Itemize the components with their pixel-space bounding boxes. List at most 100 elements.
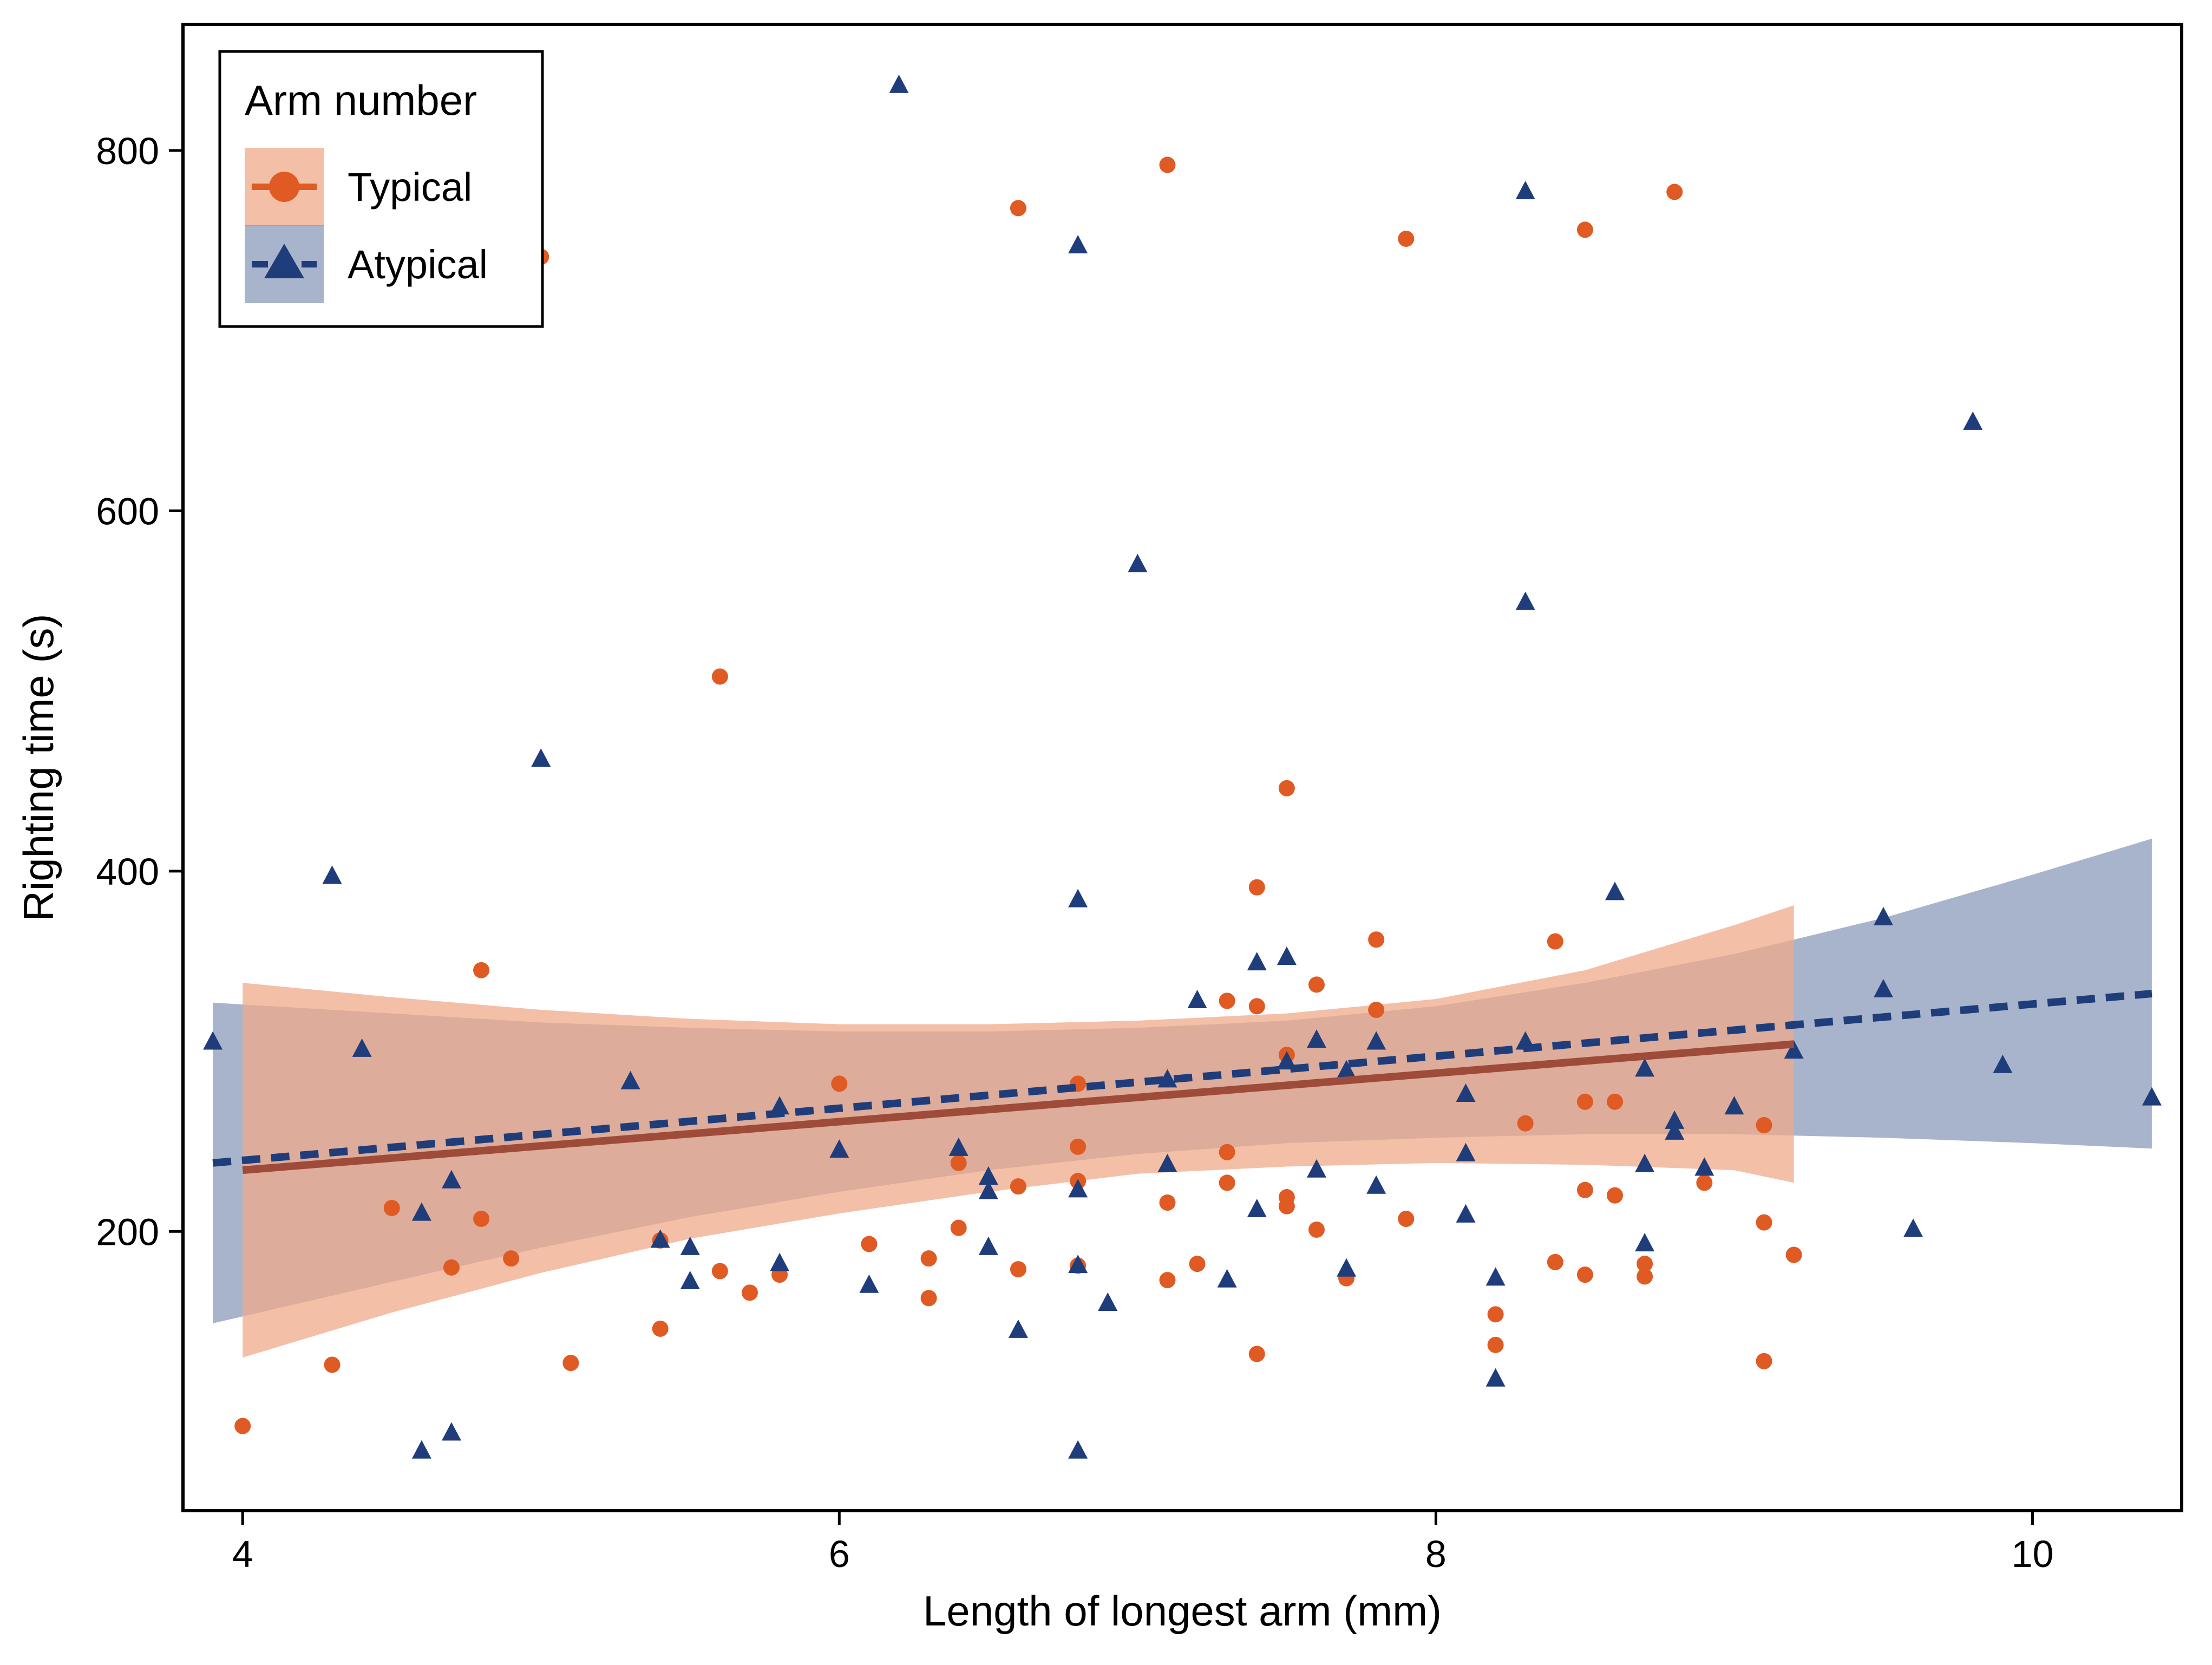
- point-atypical: [1068, 1179, 1088, 1198]
- point-atypical: [322, 865, 342, 884]
- point-atypical: [1277, 946, 1297, 965]
- point-atypical: [1306, 1159, 1326, 1178]
- point-atypical: [1247, 952, 1267, 971]
- point-atypical: [352, 1038, 372, 1057]
- point-atypical: [1456, 1142, 1476, 1161]
- point-typical: [383, 1200, 400, 1217]
- point-atypical: [948, 1137, 968, 1156]
- x-axis-label: Length of longest arm (mm): [923, 1587, 1442, 1635]
- data-points: [203, 74, 2162, 1459]
- point-atypical: [1337, 1060, 1357, 1079]
- point-atypical: [1068, 1255, 1088, 1274]
- point-typical: [1219, 1174, 1235, 1191]
- point-typical: [1308, 1221, 1325, 1238]
- y-tick-label: 800: [96, 130, 159, 172]
- point-typical: [1010, 200, 1026, 217]
- point-atypical: [441, 1170, 461, 1189]
- point-typical: [950, 1154, 967, 1171]
- legend-marker-typical: [269, 172, 299, 202]
- point-typical: [1576, 221, 1593, 238]
- legend-key-typical: [245, 148, 324, 226]
- point-typical: [1248, 998, 1265, 1015]
- point-atypical: [770, 1096, 790, 1115]
- point-typical: [473, 1210, 490, 1227]
- point-typical: [1547, 1253, 1563, 1270]
- point-atypical: [1635, 1058, 1655, 1077]
- point-atypical: [1515, 591, 1535, 610]
- point-atypical: [1157, 1153, 1177, 1172]
- point-atypical: [441, 1422, 461, 1441]
- legend-label-atypical: Atypical: [348, 242, 488, 287]
- point-atypical: [411, 1440, 431, 1459]
- fit-line-atypical: [212, 990, 2152, 1167]
- point-typical: [1637, 1256, 1653, 1272]
- y-tick-label: 400: [96, 851, 159, 893]
- point-atypical: [1306, 1029, 1326, 1048]
- point-atypical: [1993, 1054, 2013, 1073]
- legend-label-typical: Typical: [348, 165, 472, 210]
- point-typical: [652, 1320, 669, 1337]
- point-atypical: [1485, 1267, 1506, 1286]
- point-typical: [1398, 1210, 1415, 1227]
- point-atypical: [1665, 1110, 1685, 1129]
- point-typical: [1756, 1116, 1772, 1133]
- point-typical: [1487, 1336, 1504, 1353]
- point-typical: [1517, 1115, 1534, 1132]
- point-atypical: [1635, 1153, 1655, 1172]
- point-atypical: [1515, 181, 1535, 200]
- point-atypical: [1098, 1292, 1118, 1311]
- x-tick-label: 6: [829, 1533, 850, 1575]
- point-atypical: [1277, 1051, 1297, 1070]
- point-typical: [950, 1219, 967, 1236]
- point-atypical: [1247, 1198, 1267, 1217]
- point-atypical: [1694, 1157, 1714, 1176]
- point-typical: [1696, 1174, 1713, 1191]
- fit-line-typical: [242, 1040, 1795, 1174]
- point-typical: [562, 1355, 579, 1372]
- point-typical: [711, 668, 728, 685]
- legend-key-atypical: [245, 225, 324, 303]
- x-tick-label: 4: [232, 1533, 253, 1575]
- point-atypical: [1605, 882, 1625, 900]
- point-typical: [741, 1284, 758, 1301]
- point-typical: [1070, 1138, 1087, 1155]
- point-atypical: [978, 1166, 998, 1185]
- y-axis: 200 400 600 800: [96, 130, 183, 1253]
- point-atypical: [203, 1031, 223, 1050]
- point-atypical: [978, 1180, 998, 1199]
- point-typical: [1159, 1194, 1176, 1211]
- ribbon-typical: [243, 905, 1794, 1358]
- point-typical: [1547, 933, 1563, 950]
- point-atypical: [889, 74, 909, 93]
- point-typical: [443, 1259, 460, 1276]
- point-atypical: [411, 1202, 431, 1221]
- point-typical: [1576, 1266, 1593, 1283]
- point-atypical: [1873, 906, 1893, 925]
- point-typical: [1607, 1093, 1624, 1110]
- point-typical: [1248, 1346, 1265, 1362]
- point-atypical: [1724, 1096, 1744, 1115]
- point-typical: [1398, 230, 1415, 247]
- point-atypical: [1217, 1269, 1237, 1288]
- point-typical: [503, 1250, 520, 1267]
- point-atypical: [829, 1139, 849, 1158]
- point-atypical: [1963, 411, 1983, 430]
- point-atypical: [1128, 553, 1148, 572]
- point-typical: [1278, 1198, 1295, 1215]
- point-atypical: [1456, 1204, 1476, 1223]
- point-atypical: [1635, 1233, 1655, 1252]
- legend-marker-atypical: [264, 244, 304, 278]
- point-atypical: [650, 1229, 670, 1248]
- point-atypical: [1068, 1440, 1088, 1459]
- y-tick-label: 600: [96, 490, 159, 532]
- point-typical: [1368, 1002, 1385, 1018]
- point-atypical: [859, 1274, 879, 1293]
- point-atypical: [1485, 1368, 1506, 1387]
- point-atypical: [680, 1236, 700, 1255]
- x-tick-label: 10: [2012, 1533, 2054, 1575]
- point-atypical: [1665, 1121, 1685, 1140]
- point-typical: [861, 1236, 878, 1252]
- point-atypical: [1366, 1175, 1386, 1194]
- point-typical: [1219, 993, 1235, 1009]
